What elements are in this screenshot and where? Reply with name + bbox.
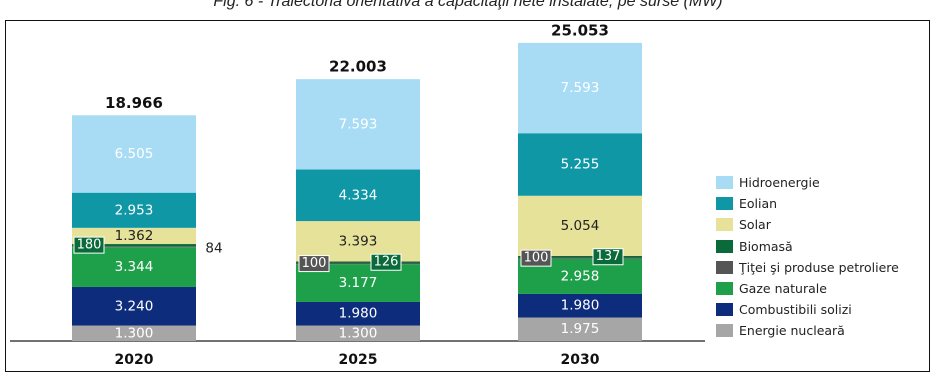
legend-item-solar: Solar xyxy=(716,214,931,235)
bar-2020-combustibili-solizi xyxy=(72,286,196,326)
bar-2030-solar xyxy=(518,195,642,256)
bar-2020-biomasa xyxy=(72,244,196,247)
data-label-2030-gaze-naturale: 2.958 xyxy=(561,268,600,284)
x-tick-2030: 2030 xyxy=(561,352,600,368)
data-label-2025-energie-nucleara: 1.300 xyxy=(339,325,378,341)
data-label-2025-eolian: 4.334 xyxy=(339,187,378,203)
data-label-2020-gaze-naturale: 3.344 xyxy=(115,259,154,275)
chart-frame xyxy=(5,20,930,372)
legend-item-energie-nucleara: Energie nucleară xyxy=(716,320,931,341)
data-label-2025-titei-si-produse-petroliere: 100 xyxy=(302,256,327,271)
legend-item-biomasa: Biomasă xyxy=(716,236,931,257)
legend-swatch xyxy=(716,282,733,296)
legend-item-hidroenergie: Hidroenergie xyxy=(716,172,931,193)
data-label-2020-biomasa: 180 xyxy=(77,238,102,253)
legend-swatch xyxy=(716,303,733,317)
bar-2020-eolian xyxy=(72,192,196,228)
data-label-2030-biomasa: 137 xyxy=(596,249,621,264)
data-label-2025-gaze-naturale: 3.177 xyxy=(339,275,378,291)
bar-2030-titei-si-produse-petroliere xyxy=(518,257,642,259)
data-label-2030-titei-si-produse-petroliere: 100 xyxy=(524,251,549,266)
legend-swatch xyxy=(716,239,733,253)
bar-2025-eolian xyxy=(296,169,420,222)
data-label-2030-combustibili-solizi: 1.980 xyxy=(561,298,600,314)
data-label-2025-combustibili-solizi: 1.980 xyxy=(339,306,378,322)
total-label-2020: 18.966 xyxy=(105,94,163,112)
data-label-2030-hidroenergie: 7.593 xyxy=(561,80,600,96)
bar-2020-gaze-naturale xyxy=(72,247,196,287)
bar-2020-hidroenergie xyxy=(72,115,196,193)
bar-2030-biomasa xyxy=(518,255,642,258)
bar-2025-titei-si-produse-petroliere xyxy=(296,262,420,265)
bar-2025-energie-nucleara xyxy=(296,325,420,341)
legend-item-gaze-naturale: Gaze naturale xyxy=(716,278,931,299)
chart-caption: Fig. 6 - Traiectoria orientativă a capac… xyxy=(213,0,723,10)
data-label-2030-titei-si-produse-petroliere-box xyxy=(520,249,552,267)
legend-item-titei-si-produse-petroliere: Ţiţei şi produse petroliere xyxy=(716,257,931,278)
legend-label: Solar xyxy=(739,217,771,233)
legend-swatch xyxy=(716,218,733,232)
data-label-2030-biomasa-box xyxy=(592,248,624,266)
legend-item-combustibili-solizi: Combustibili solizi xyxy=(716,299,931,320)
bar-2030-combustibili-solizi xyxy=(518,293,642,318)
legend-label: Combustibili solizi xyxy=(739,302,852,318)
legend-swatch xyxy=(716,197,733,211)
data-label-2020-energie-nucleara: 1.300 xyxy=(115,325,154,341)
legend-label: Energie nucleară xyxy=(739,323,845,339)
bar-2025-hidroenergie xyxy=(296,79,420,170)
data-label-2020-combustibili-solizi: 3.240 xyxy=(115,298,154,314)
data-label-2025-biomasa-box xyxy=(370,253,402,271)
bar-2020-energie-nucleara xyxy=(72,325,196,341)
legend-label: Gaze naturale xyxy=(739,281,827,297)
legend-label: Eolian xyxy=(739,196,778,212)
legend-label: Biomasă xyxy=(739,238,793,254)
data-label-2025-titei-si-produse-petroliere-box xyxy=(298,255,330,273)
bar-2025-biomasa xyxy=(296,261,420,263)
data-label-2020-solar: 1.362 xyxy=(115,228,154,244)
bar-2025-combustibili-solizi xyxy=(296,301,420,326)
data-label-2030-eolian: 5.255 xyxy=(561,157,600,173)
data-label-2030-energie-nucleara: 1.975 xyxy=(561,321,600,337)
data-label-2025-solar: 3.393 xyxy=(339,233,378,249)
legend-item-eolian: Eolian xyxy=(716,193,931,214)
data-label-2020-biomasa-box xyxy=(73,236,105,254)
data-label-2025-hidroenergie: 7.593 xyxy=(339,116,378,132)
x-tick-2025: 2025 xyxy=(339,352,378,368)
data-label-2020-eolian: 2.953 xyxy=(115,202,154,218)
total-label-2025: 22.003 xyxy=(329,58,387,76)
legend-swatch xyxy=(716,324,733,338)
chart-legend: Hidroenergie Eolian Solar Biomasă Ţiţei şi p… xyxy=(716,172,931,342)
data-label-2020-titei-si-produse-petroliere: 84 xyxy=(205,241,222,257)
data-label-2020-hidroenergie: 6.505 xyxy=(115,146,154,162)
data-label-2030-solar: 5.054 xyxy=(561,218,600,234)
bar-2020-titei-si-produse-petroliere xyxy=(72,246,196,248)
bar-2030-hidroenergie xyxy=(518,42,642,134)
x-tick-2020: 2020 xyxy=(115,352,154,368)
legend-swatch xyxy=(716,176,733,190)
bar-2030-eolian xyxy=(518,133,642,196)
data-label-2025-biomasa: 126 xyxy=(374,255,399,270)
total-label-2030: 25.053 xyxy=(551,21,609,39)
legend-label: Ţiţei şi produse petroliere xyxy=(739,259,899,275)
legend-swatch xyxy=(716,260,733,274)
bar-2030-energie-nucleara xyxy=(518,317,642,341)
legend-label: Hidroenergie xyxy=(739,175,820,191)
